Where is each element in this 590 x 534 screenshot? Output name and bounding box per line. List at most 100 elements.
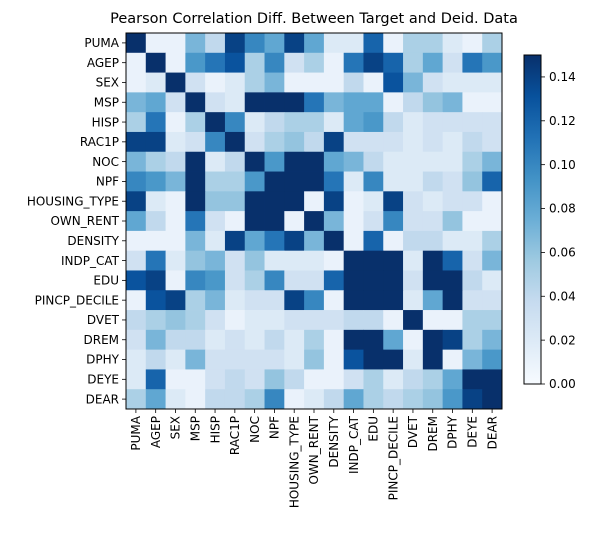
colorbar-tick-label: 0.14 [549,70,576,84]
heatmap-cell [185,211,206,232]
heatmap-cell [343,290,364,311]
heatmap-cell [462,191,483,212]
x-tick-label: SEX [169,416,183,439]
heatmap-cell [304,290,325,311]
heatmap-cell [422,112,444,133]
heatmap-cell [224,72,246,93]
heatmap-cell [284,310,305,331]
heatmap-cell [403,290,424,311]
heatmap-cell [185,92,206,113]
heatmap-cell [126,329,147,351]
heatmap-cell [383,389,404,410]
heatmap-cell [126,250,147,271]
heatmap-cell [403,329,424,351]
heatmap-cell [323,389,345,410]
heatmap-cell [304,52,325,73]
heatmap-cell [185,230,206,252]
heatmap-cell [205,389,226,410]
heatmap-cell [165,290,186,311]
heatmap-cell [363,52,384,73]
heatmap-cell [403,389,424,410]
heatmap-cell [126,72,147,93]
y-tick-label: DREM [83,333,119,347]
heatmap-cell [482,112,503,133]
heatmap-cell [145,270,166,291]
heatmap-cell [363,191,384,212]
heatmap-cell [403,151,424,172]
heatmap-cell [343,270,364,291]
heatmap-cell [284,72,305,93]
heatmap-cell [304,329,325,351]
heatmap-cell [284,389,305,410]
x-tick-labels: PUMA AGEP SEX MSP HISP RAC1P NOC NPF HOUSING_TYP… [129,409,499,508]
heatmap-cell [244,369,265,390]
heatmap-cell [482,171,503,192]
heatmap-cell [442,369,463,390]
heatmap-cell [323,171,345,192]
heatmap-cell [224,389,246,410]
colorbar-tick-label: 0.12 [549,114,576,128]
x-tick-label: HOUSING_TYPE [287,416,301,508]
heatmap-cell [264,349,285,370]
y-tick-label: EDU [93,274,119,288]
heatmap-cell [165,171,186,192]
heatmap-cell [145,92,166,113]
heatmap-cell [165,310,186,331]
heatmap-cell [224,310,246,331]
heatmap-cell [224,250,246,271]
heatmap-cell [185,310,206,331]
heatmap-cell [363,290,384,311]
heatmap-cell [126,349,147,370]
heatmap-cell [422,33,444,54]
heatmap-cell [462,310,483,331]
heatmap-cell [284,369,305,390]
heatmap-cell [165,230,186,252]
heatmap-cell [323,72,345,93]
heatmap-cell [304,151,325,172]
heatmap-cell [126,230,147,252]
heatmap-cell [165,52,186,73]
heatmap-cell [403,92,424,113]
heatmap-cell [323,329,345,351]
heatmap-cell [442,151,463,172]
heatmap-cell [482,290,503,311]
heatmap-cell [264,171,285,192]
x-tick-label: DEYE [466,416,480,448]
heatmap-cell [403,171,424,192]
heatmap-cell [383,72,404,93]
heatmap-cell [462,250,483,271]
heatmap-cell [224,171,246,192]
x-tick-label: NPF [268,416,282,439]
heatmap-cell [363,131,384,153]
heatmap-cell [185,369,206,390]
heatmap-cell [284,151,305,172]
heatmap-cell [244,349,265,370]
heatmap-cell [482,389,503,410]
heatmap-cell [205,310,226,331]
heatmap-cell [422,329,444,351]
heatmap-cell [442,52,463,73]
heatmap-cell [383,151,404,172]
heatmap-cell [403,211,424,232]
heatmap-cell [363,230,384,252]
heatmap-cell [126,92,147,113]
heatmap-cell [323,131,345,153]
heatmap-cell [244,230,265,252]
y-tick-label: DVET [87,313,120,327]
heatmap-cell [185,270,206,291]
heatmap-cell [482,310,503,331]
heatmap-cell [185,151,206,172]
heatmap-cell [363,151,384,172]
heatmap-cell [145,290,166,311]
x-tick-label: PUMA [129,415,143,450]
heatmap-cell [403,369,424,390]
heatmap-cell [482,211,503,232]
heatmap-cell [403,191,424,212]
heatmap-cell [244,72,265,93]
heatmap-cell [244,151,265,172]
heatmap-cell [442,250,463,271]
heatmap-cell [205,131,226,153]
heatmap-cell [264,290,285,311]
x-tick-label: EDU [367,416,381,442]
